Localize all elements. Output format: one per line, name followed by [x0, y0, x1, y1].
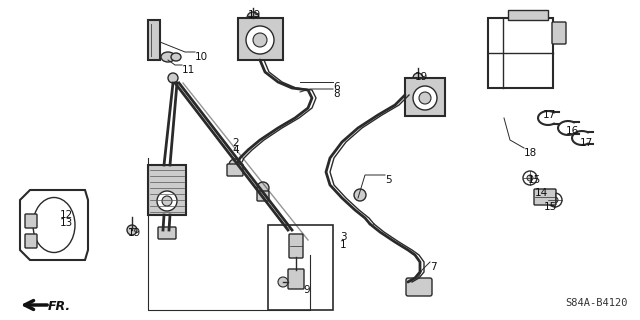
Text: 5: 5: [385, 175, 392, 185]
Circle shape: [257, 182, 269, 194]
FancyBboxPatch shape: [158, 227, 176, 239]
Text: 6: 6: [333, 82, 340, 92]
Circle shape: [162, 196, 172, 206]
Text: 4: 4: [232, 145, 239, 155]
FancyBboxPatch shape: [25, 214, 37, 228]
Circle shape: [127, 225, 137, 235]
FancyBboxPatch shape: [406, 278, 432, 296]
FancyBboxPatch shape: [238, 18, 283, 60]
FancyBboxPatch shape: [289, 234, 303, 258]
Text: 16: 16: [566, 126, 579, 136]
Circle shape: [278, 277, 288, 287]
Text: 8: 8: [333, 89, 340, 99]
Ellipse shape: [161, 52, 175, 62]
Ellipse shape: [33, 197, 75, 252]
Text: 7: 7: [430, 262, 436, 272]
Circle shape: [419, 92, 431, 104]
Circle shape: [548, 193, 562, 207]
Text: 1: 1: [340, 240, 347, 250]
FancyBboxPatch shape: [405, 78, 445, 116]
Ellipse shape: [171, 53, 181, 61]
Text: 14: 14: [535, 188, 548, 198]
Polygon shape: [20, 190, 88, 260]
Circle shape: [413, 73, 423, 83]
FancyBboxPatch shape: [552, 22, 566, 44]
Text: 12: 12: [60, 210, 73, 220]
FancyBboxPatch shape: [534, 189, 556, 205]
Text: FR.: FR.: [48, 300, 71, 313]
Text: 3: 3: [340, 232, 347, 242]
FancyBboxPatch shape: [257, 191, 269, 201]
Circle shape: [229, 159, 241, 171]
Circle shape: [354, 189, 366, 201]
Text: 11: 11: [182, 65, 195, 75]
Text: 15: 15: [528, 175, 541, 185]
Text: 15: 15: [544, 202, 557, 212]
Circle shape: [552, 197, 558, 203]
FancyBboxPatch shape: [488, 18, 553, 88]
Circle shape: [527, 175, 533, 181]
Circle shape: [157, 191, 177, 211]
Circle shape: [413, 86, 437, 110]
Text: 17: 17: [580, 138, 593, 148]
Circle shape: [247, 12, 259, 24]
FancyBboxPatch shape: [288, 269, 304, 289]
Text: 9: 9: [303, 285, 310, 295]
Circle shape: [523, 171, 537, 185]
Circle shape: [253, 33, 267, 47]
Text: 17: 17: [543, 110, 556, 120]
Text: 13: 13: [60, 218, 73, 228]
Text: S84A-B4120: S84A-B4120: [566, 298, 628, 308]
FancyBboxPatch shape: [268, 225, 333, 310]
FancyBboxPatch shape: [227, 164, 243, 176]
Text: 19: 19: [415, 72, 428, 82]
Text: 19: 19: [128, 228, 141, 238]
FancyBboxPatch shape: [148, 165, 186, 215]
Text: 2: 2: [232, 138, 239, 148]
Circle shape: [168, 73, 178, 83]
Text: 18: 18: [524, 148, 537, 158]
Text: 10: 10: [195, 52, 208, 62]
FancyBboxPatch shape: [148, 20, 160, 60]
Circle shape: [246, 26, 274, 54]
FancyBboxPatch shape: [25, 234, 37, 248]
Text: 19: 19: [248, 10, 261, 20]
FancyBboxPatch shape: [508, 10, 548, 20]
